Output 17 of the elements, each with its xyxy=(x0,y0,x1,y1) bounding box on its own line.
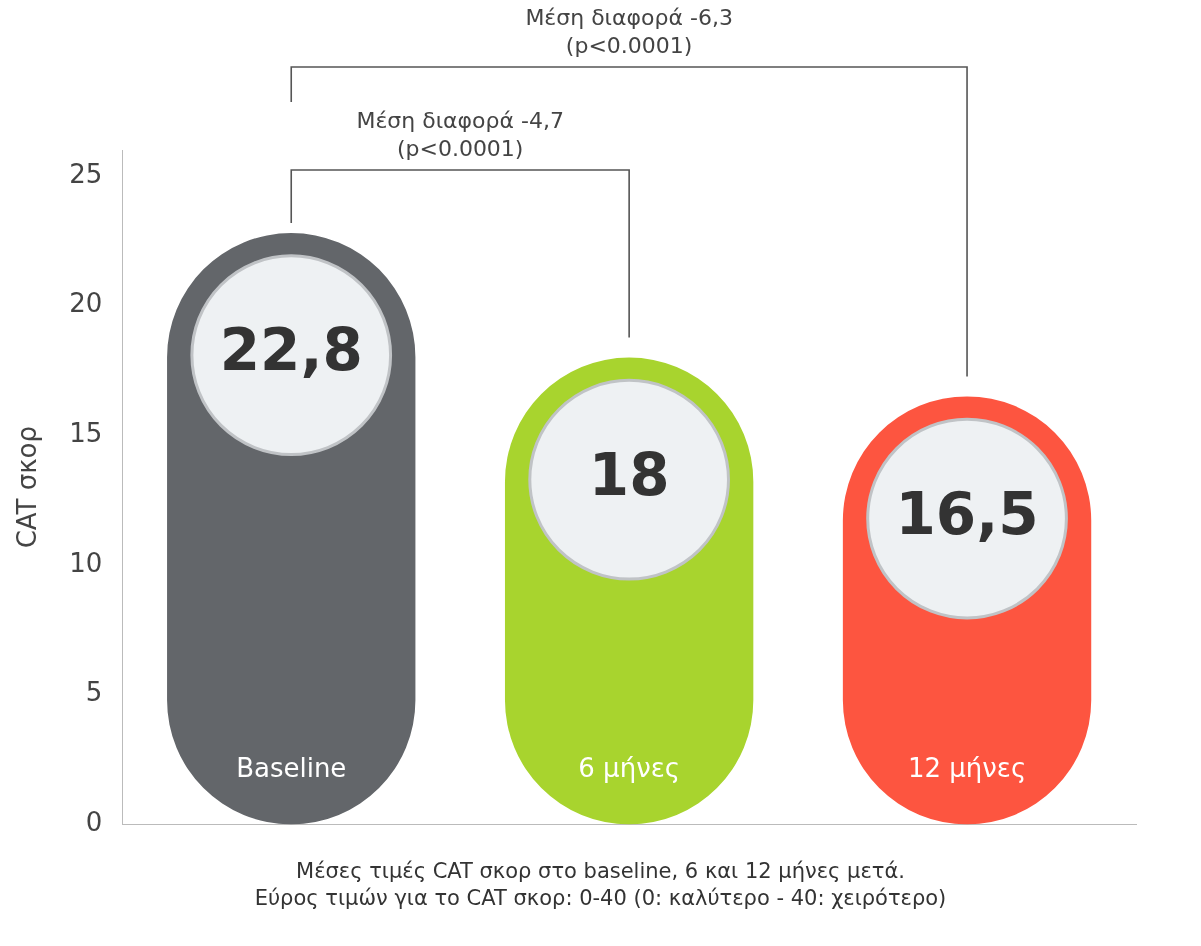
text: Μέσες τιμές CAT σκορ στο baseline, 6 και 12 μήνες μετά. xyxy=(295,858,906,885)
y-tick-label: 0 xyxy=(85,807,103,838)
data-label: 16,5 xyxy=(895,479,1039,548)
x-tick-label: 6 μήνες xyxy=(578,753,680,784)
data-label: 22,8 xyxy=(219,316,363,385)
text: Μέση διαφορά -6,3 (p<0.0001) xyxy=(525,5,733,58)
y-tick-label: 5 xyxy=(85,677,103,708)
data-label: 18 xyxy=(588,440,670,509)
y-tick-label: 25 xyxy=(69,158,103,189)
annotation: Μέση διαφορά -4,7 (p<0.0001) xyxy=(356,108,564,161)
y-tick-label: 20 xyxy=(69,288,103,319)
y-axis-title: CAT σκορ xyxy=(12,426,43,549)
x-tick-label: 12 μήνες xyxy=(907,753,1027,784)
y-tick-label: 10 xyxy=(69,547,103,578)
text: Εύρος τιμών για το CAT σκορ: 0-40 (0: καλύτερο - 40: χειρότερο) xyxy=(253,885,948,912)
x-tick-label: Baseline xyxy=(236,753,347,784)
y-tick-label: 15 xyxy=(69,418,103,449)
